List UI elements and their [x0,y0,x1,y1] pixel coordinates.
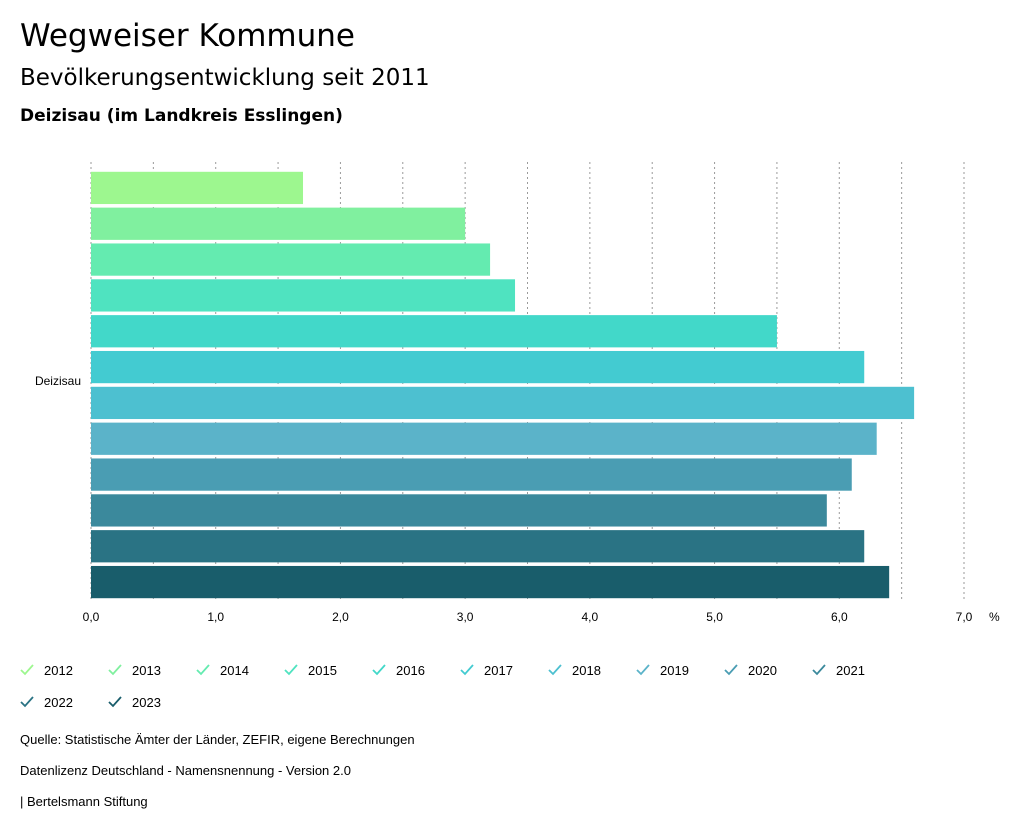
bar-2017[interactable] [91,350,865,384]
bar-2021[interactable] [91,494,827,527]
publisher-text: | Bertelsmann Stiftung [20,794,148,809]
legend-item-2019[interactable]: 2019 [636,660,689,680]
legend-label: 2013 [132,662,161,678]
check-icon [548,664,562,676]
legend-item-2014[interactable]: 2014 [196,660,249,680]
legend-item-2017[interactable]: 2017 [460,660,513,680]
legend-label: 2016 [396,662,425,678]
bar-2013[interactable] [91,207,466,240]
bar-2018[interactable] [91,386,915,420]
check-icon [284,664,298,676]
chart-subtitle: Bevölkerungsentwicklung seit 2011 [20,65,430,91]
legend-label: 2012 [44,662,73,678]
bars [91,171,915,599]
legend-item-2020[interactable]: 2020 [724,660,777,680]
check-icon [724,664,738,676]
check-icon [108,664,122,676]
legend-label: 2023 [132,694,161,710]
legend-label: 2017 [484,662,513,678]
legend-item-2018[interactable]: 2018 [548,660,601,680]
legend-item-2016[interactable]: 2016 [372,660,425,680]
x-tick-label: 4,0 [582,610,599,624]
x-tick-label: 2,0 [332,610,349,624]
legend-label: 2014 [220,662,249,678]
check-icon [812,664,826,676]
check-icon [460,664,474,676]
legend-label: 2022 [44,694,73,710]
bar-chart: 0,0 1,0 2,0 3,0 4,0 5,0 6,0 7,0 Deizisau % [35,162,1000,624]
bar-2012[interactable] [91,171,304,205]
x-tick-label: 6,0 [831,610,848,624]
check-icon [108,696,122,708]
legend-item-2021[interactable]: 2021 [812,660,865,680]
legend-label: 2020 [748,662,777,678]
legend-item-2013[interactable]: 2013 [108,660,161,680]
bar-2016[interactable] [91,315,777,348]
gridlines [90,162,965,600]
bar-2015[interactable] [91,279,516,312]
legend-label: 2019 [660,662,689,678]
chart-title: Wegweiser Kommune [20,18,355,54]
region-label: Deizisau (im Landkreis Esslingen) [20,106,343,126]
check-icon [372,664,386,676]
legend-item-2012[interactable]: 2012 [20,660,73,680]
legend-item-2015[interactable]: 2015 [284,660,337,680]
x-unit-label: % [989,610,1000,624]
license-text: Datenlizenz Deutschland - Namensnennung … [20,763,351,778]
check-icon [20,696,34,708]
legend-item-2023[interactable]: 2023 [108,692,161,712]
bar-2019[interactable] [91,422,877,455]
bar-2014[interactable] [91,243,491,276]
check-icon [636,664,650,676]
check-icon [20,664,34,676]
x-tick-label: 5,0 [706,610,723,624]
source-text: Quelle: Statistische Ämter der Länder, Z… [20,732,415,747]
legend-label: 2021 [836,662,865,678]
category-label: Deizisau [35,374,81,388]
bar-2020[interactable] [91,458,852,491]
x-tick-label: 3,0 [457,610,474,624]
x-tick-label: 1,0 [207,610,224,624]
x-tick-label: 0,0 [83,610,100,624]
check-icon [196,664,210,676]
x-axis: 0,0 1,0 2,0 3,0 4,0 5,0 6,0 7,0 [83,610,973,624]
legend-item-2022[interactable]: 2022 [20,692,73,712]
bar-2023[interactable] [91,565,890,599]
legend-label: 2015 [308,662,337,678]
x-tick-label: 7,0 [956,610,973,624]
bar-2022[interactable] [91,530,865,563]
legend-label: 2018 [572,662,601,678]
